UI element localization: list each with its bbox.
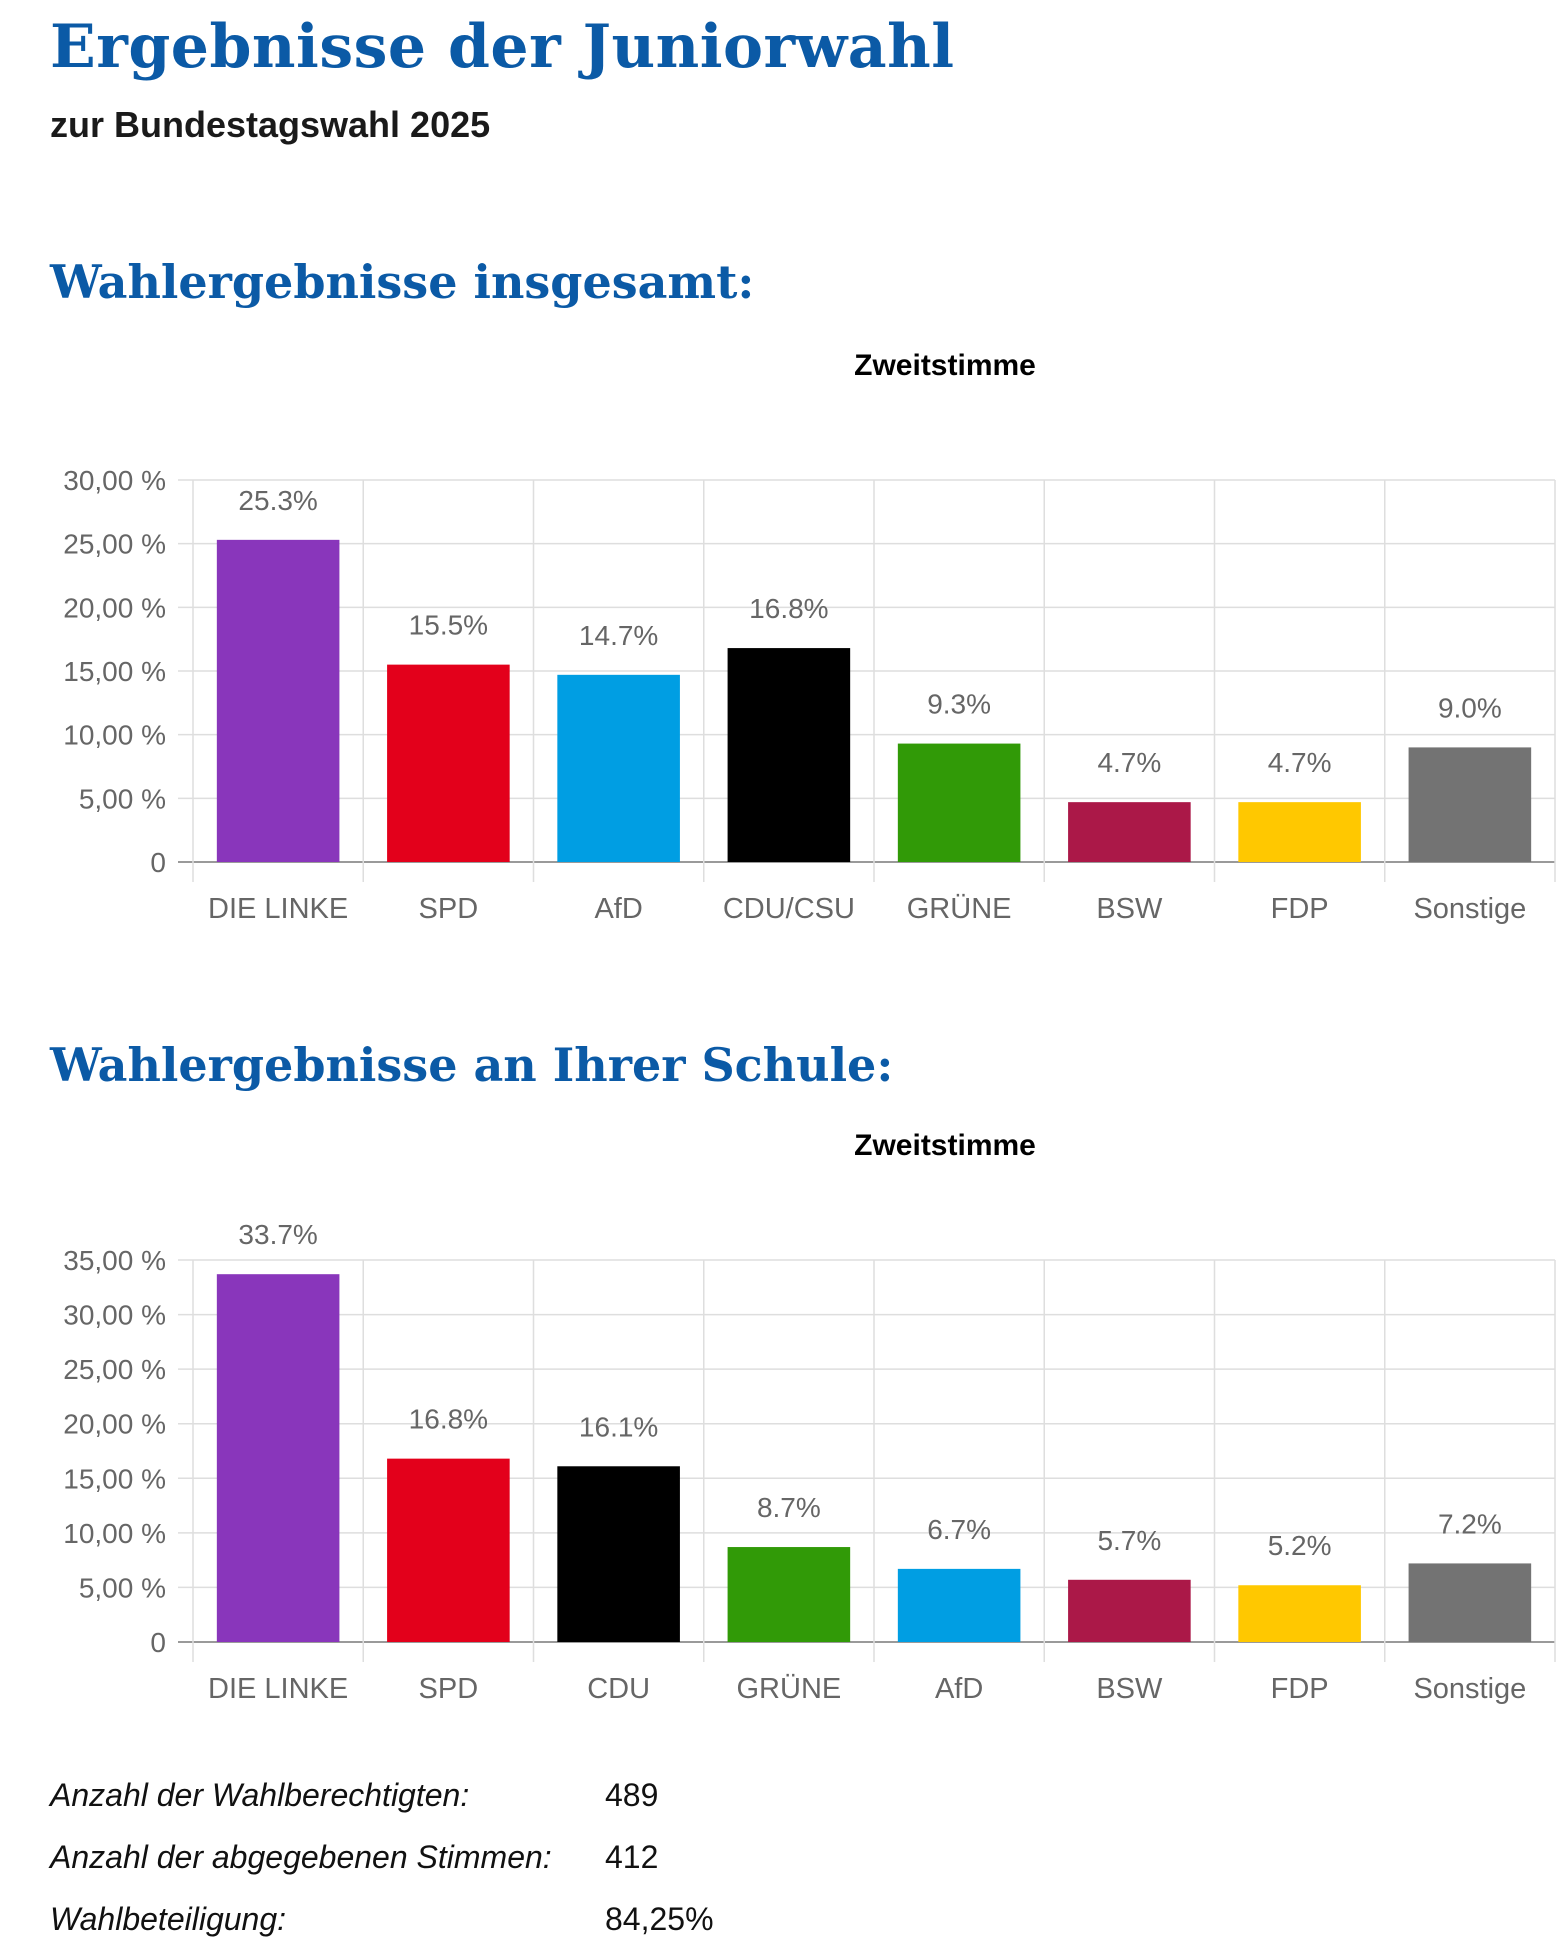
page-subtitle: zur Bundestagswahl 2025 [50,104,491,145]
x-tick-label: AfD [935,1673,983,1705]
bar-spd [387,664,510,862]
bar-afd [557,674,680,862]
stat-label: Wahlbeteiligung: [50,1900,287,1937]
bar-fdp [1238,802,1361,862]
data-label: 5.2% [1268,1530,1332,1561]
x-tick-label: Sonstige [1413,1673,1526,1705]
data-label: 7.2% [1438,1508,1502,1539]
y-tick-label: 5,00 % [79,783,166,814]
y-tick-label: 30,00 % [63,465,166,496]
chart-title: Zweitstimme [854,349,1036,382]
x-tick-label: BSW [1096,893,1163,925]
stat-value: 489 [605,1776,659,1813]
y-tick-label: 10,00 % [63,1518,166,1549]
y-tick-label: 25,00 % [63,1354,166,1385]
data-label: 9.0% [1438,692,1502,723]
x-tick-label: GRÜNE [737,1673,842,1705]
stat-value: 412 [605,1838,659,1875]
y-tick-label: 20,00 % [63,592,166,623]
bar-cdu-csu [727,648,851,862]
data-label: 15.5% [409,610,488,641]
data-label: 4.7% [1268,747,1332,778]
y-tick-label: 35,00 % [63,1245,166,1276]
x-tick-label: CDU [587,1673,650,1705]
data-label: 9.3% [927,689,991,720]
bar-afd [897,1568,1021,1642]
data-label: 6.7% [927,1514,991,1545]
y-tick-label: 15,00 % [63,1463,166,1494]
bar-gr-ne [897,743,1021,862]
bar-bsw [1068,1579,1191,1642]
x-tick-label: AfD [594,893,642,925]
data-label: 25.3% [238,485,317,516]
chart-overall-results: Zweitstimme 0 5,00 % 10,00 % 15,00 % 20,00 % 2… [63,349,1556,925]
data-label: 4.7% [1097,747,1161,778]
stat-value: 84,25% [605,1900,714,1937]
stat-row-votes-cast: Anzahl der abgegebenen Stimmen: 412 [50,1826,714,1888]
bar-fdp [1238,1585,1361,1642]
section-heading-overall: Wahlergebnisse insgesamt: [50,255,755,309]
bar-gr-ne [727,1547,851,1642]
data-label: 16.8% [409,1404,488,1435]
page-title: Ergebnisse der Juniorwahl [50,12,955,82]
data-label: 8.7% [757,1492,821,1523]
bar-bsw [1068,802,1191,862]
y-tick-label: 0 [150,847,166,878]
y-tick-label: 15,00 % [63,656,166,687]
stat-row-turnout: Wahlbeteiligung: 84,25% [50,1888,714,1950]
x-tick-label: Sonstige [1413,893,1526,925]
x-tick-label: SPD [419,1673,479,1705]
y-tick-label: 30,00 % [63,1300,166,1331]
x-tick-label: DIE LINKE [208,893,348,925]
data-label: 33.7% [238,1219,317,1250]
stat-label: Anzahl der Wahlberechtigten: [50,1776,470,1813]
data-label: 16.8% [749,593,828,624]
x-tick-label: FDP [1271,893,1329,925]
election-stats: Anzahl der Wahlberechtigten: 489 Anzahl … [50,1764,714,1950]
y-tick-label: 25,00 % [63,529,166,560]
y-tick-label: 20,00 % [63,1409,166,1440]
bar-sonstige [1408,747,1532,862]
stat-row-eligible: Anzahl der Wahlberechtigten: 489 [50,1764,714,1826]
x-tick-label: SPD [419,893,479,925]
x-tick-label: DIE LINKE [208,1673,348,1705]
data-label: 16.1% [579,1411,658,1442]
bar-die-linke [216,539,340,862]
y-tick-label: 5,00 % [79,1572,166,1603]
data-label: 5.7% [1097,1525,1161,1556]
chart-school-results: Zweitstimme 0 5,00 % 10,00 % 15,00 % 20,00 % 2… [63,1129,1556,1705]
bar-cdu [557,1466,680,1642]
bar-spd [387,1458,510,1642]
bar-sonstige [1408,1563,1532,1642]
x-tick-label: BSW [1096,1673,1163,1705]
section-heading-school: Wahlergebnisse an Ihrer Schule: [50,1038,894,1092]
y-tick-label: 10,00 % [63,720,166,751]
y-tick-label: 0 [150,1627,166,1658]
chart-title: Zweitstimme [854,1129,1036,1162]
stat-label: Anzahl der abgegebenen Stimmen: [50,1838,552,1875]
x-tick-label: GRÜNE [907,893,1012,925]
x-tick-label: CDU/CSU [723,893,855,925]
bar-die-linke [216,1274,340,1642]
data-label: 14.7% [579,620,658,651]
x-tick-label: FDP [1271,1673,1329,1705]
